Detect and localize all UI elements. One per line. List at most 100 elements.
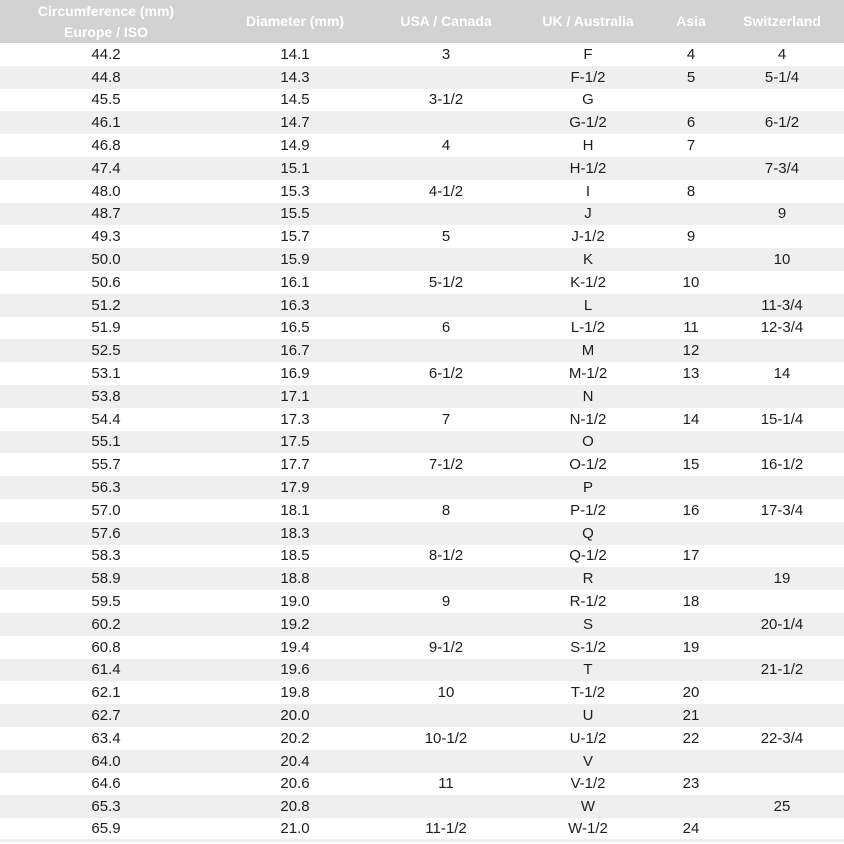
table-header-row: Circumference (mm) Europe / ISO Diameter… (0, 0, 844, 43)
table-cell: 59.5 (91, 593, 121, 611)
table-row: 57.0 18.1 8 P-1/2 16 17-3/4 (0, 498, 844, 522)
table-cell: 9 (777, 205, 787, 223)
table-cell: 51.2 (91, 296, 121, 314)
table-cell: 7-1/2 (428, 456, 464, 474)
table-cell: 20-1/4 (760, 615, 804, 633)
table-cell (720, 773, 844, 796)
table-cell: 16.3 (280, 296, 310, 314)
table-cell: P-1/2 (570, 501, 606, 519)
table-cell: 17.1 (280, 387, 310, 405)
table-cell: 11-1/2 (425, 820, 467, 838)
column-header-uk-australia: UK / Australia (514, 0, 662, 43)
table-cell (720, 522, 844, 545)
table-row: 57.6 18.3 Q (0, 521, 844, 545)
table-cell: 65.9 (91, 820, 121, 838)
table-cell (378, 203, 514, 226)
table-row: 44.2 14.1 3 F 4 4 (0, 43, 844, 66)
table-cell: 62.7 (91, 707, 121, 724)
table-cell: 64.0 (91, 752, 121, 770)
table-cell: 5-1/2 (428, 273, 464, 291)
table-cell: 46.1 (91, 114, 121, 132)
table-cell: 6 (441, 319, 451, 337)
table-cell (662, 89, 720, 112)
table-cell: 14 (682, 410, 700, 428)
table-cell (662, 795, 720, 818)
table-cell: 16.7 (280, 342, 310, 360)
table-cell (662, 248, 720, 271)
table-cell: N (582, 387, 594, 405)
table-cell: 19.2 (280, 615, 310, 633)
column-header-asia: Asia (662, 0, 720, 43)
table-cell (378, 339, 514, 362)
table-cell (720, 339, 844, 362)
table-cell: 12-3/4 (760, 319, 804, 337)
table-cell: U (582, 707, 594, 724)
table-cell: 4 (777, 45, 787, 63)
table-cell: J (584, 205, 592, 223)
table-cell: 21 (682, 707, 700, 724)
table-row: 48.7 15.5 J 9 (0, 202, 844, 226)
table-cell: 13 (682, 365, 700, 383)
table-cell: 19.8 (280, 684, 310, 702)
table-cell: 19.0 (280, 593, 310, 611)
table-cell: 5 (441, 228, 451, 246)
table-cell: 21-1/2 (760, 661, 804, 679)
table-cell: 17.9 (280, 479, 310, 497)
table-cell: 6 (686, 114, 696, 132)
table-row: 58.9 18.8 R 19 (0, 567, 844, 591)
table-cell: O (582, 433, 594, 451)
table-cell: G-1/2 (569, 114, 607, 132)
table-row: 59.5 19.0 9 R-1/2 18 (0, 590, 844, 613)
table-cell (378, 795, 514, 818)
table-cell: 16-1/2 (760, 456, 804, 474)
table-cell: 5-1/4 (764, 68, 800, 86)
table-cell: 4 (686, 45, 696, 63)
table-cell: P (582, 479, 593, 497)
table-cell (378, 704, 514, 727)
table-row: 63.4 20.2 10-1/2 U-1/2 22 22-3/4 (0, 726, 844, 750)
table-cell (378, 157, 514, 180)
table-cell: 55.1 (91, 433, 121, 451)
table-cell: 50.0 (91, 251, 121, 269)
table-row: 48.0 15.3 4-1/2 I 8 (0, 179, 844, 203)
table-cell: O-1/2 (569, 456, 607, 474)
table-row: 44.8 14.3 F-1/2 5 5-1/4 (0, 65, 844, 89)
table-cell: 50.6 (91, 273, 121, 291)
table-cell: 48.7 (91, 205, 121, 223)
table-cell: 14.3 (280, 68, 310, 86)
table-cell: 15.1 (280, 159, 310, 177)
table-cell: 22 (682, 729, 700, 747)
table-cell: 19 (773, 570, 791, 588)
table-cell: 3-1/2 (428, 91, 464, 109)
table-row: 51.9 16.5 6 L-1/2 11 12-3/4 (0, 316, 844, 340)
table-cell: T (583, 661, 593, 679)
table-cell: 15-1/4 (760, 410, 804, 428)
table-row: 50.0 15.9 K 10 (0, 248, 844, 271)
table-cell: 53.8 (91, 387, 121, 405)
table-cell (720, 89, 844, 112)
table-cell: 8 (441, 501, 451, 519)
table-cell: 16.5 (280, 319, 310, 337)
table-cell: 18.5 (280, 547, 310, 565)
table-cell (720, 180, 844, 203)
table-cell (378, 567, 514, 590)
table-cell (662, 750, 720, 773)
table-cell (378, 613, 514, 636)
table-cell (378, 111, 514, 134)
table-cell: S (582, 615, 593, 633)
table-cell: 65.3 (91, 798, 121, 816)
table-cell (720, 636, 844, 659)
table-cell (662, 659, 720, 682)
table-cell (720, 590, 844, 613)
table-cell (662, 431, 720, 454)
table-cell: 60.8 (91, 638, 121, 656)
table-row: 60.8 19.4 9-1/2 S-1/2 19 (0, 635, 844, 659)
table-row: 55.1 17.5 O (0, 430, 844, 454)
table-cell: G (582, 91, 594, 109)
table-cell: H (582, 137, 594, 155)
table-row: 64.6 20.6 11 V-1/2 23 (0, 772, 844, 796)
table-cell (720, 271, 844, 294)
column-header-europe-iso-label: Europe / ISO (63, 23, 148, 40)
table-cell: 48.0 (91, 182, 121, 200)
